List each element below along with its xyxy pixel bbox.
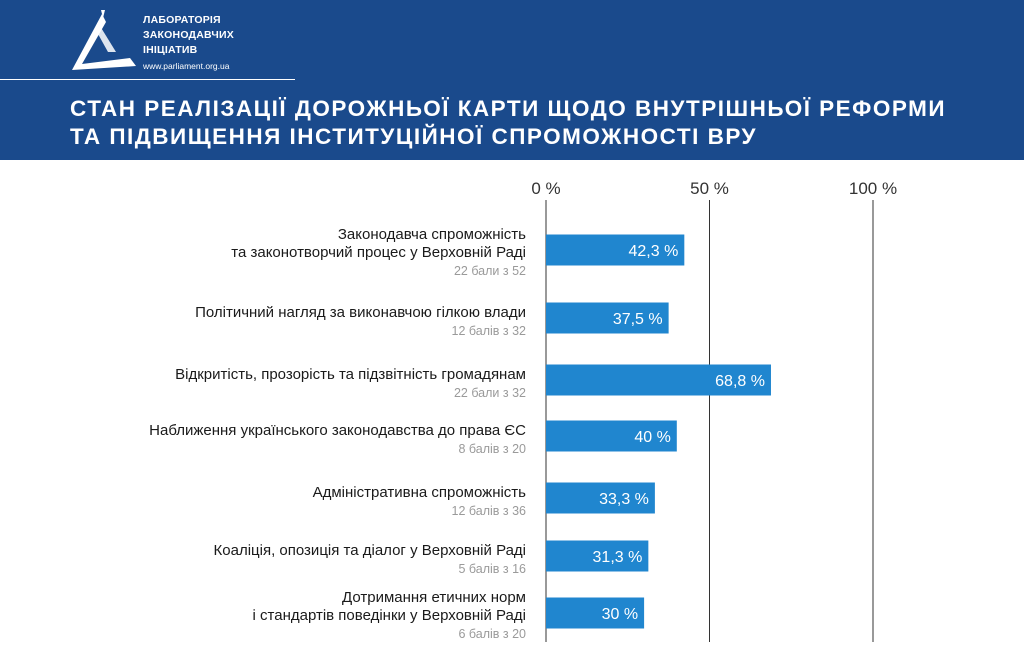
category-score: 8 балів з 20 bbox=[458, 442, 526, 456]
parliament-logo-icon bbox=[72, 10, 136, 70]
bar bbox=[546, 482, 655, 514]
bar-value-label: 33,3 % bbox=[599, 491, 649, 508]
category-label: Політичний нагляд за виконавчою гілкою в… bbox=[195, 304, 526, 321]
category-score: 5 балів з 16 bbox=[458, 562, 526, 576]
bar bbox=[546, 420, 677, 452]
category-label: та законотворчий процес у Верховній Раді bbox=[231, 244, 526, 261]
bar-value-label: 68,8 % bbox=[715, 373, 765, 390]
bar-value-label: 40 % bbox=[634, 429, 670, 446]
header-divider bbox=[0, 79, 295, 80]
category-label: Адміністративна спроможність bbox=[313, 484, 527, 501]
category-label: і стандартів поведінки у Верховній Раді bbox=[253, 607, 526, 624]
bar-value-label: 30 % bbox=[602, 606, 638, 623]
bar-chart: 0 % 50 % 100 % 42,3 % Законодавча спроможніс… bbox=[149, 179, 897, 642]
org-name-line: ІНІЦІАТИВ bbox=[143, 44, 198, 56]
bar bbox=[546, 540, 649, 572]
tick-label: 50 % bbox=[690, 179, 729, 198]
org-name-line: ЗАКОНОДАВЧИХ bbox=[143, 29, 234, 41]
bar-value-label: 37,5 % bbox=[613, 311, 663, 328]
category-label: Наближення українського законодавства до… bbox=[149, 422, 526, 439]
bar bbox=[546, 234, 685, 266]
category-label: Відкритість, прозорість та підзвітність … bbox=[175, 366, 526, 383]
category-score: 22 бали з 52 bbox=[454, 264, 526, 278]
bar-value-label: 42,3 % bbox=[629, 243, 679, 260]
org-name: ЛАБОРАТОРІЯ ЗАКОНОДАВЧИХ ІНІЦІАТИВ bbox=[143, 13, 234, 58]
bar-value-label: 31,3 % bbox=[593, 549, 643, 566]
category-score: 12 балів з 32 bbox=[452, 324, 527, 338]
bar bbox=[546, 364, 771, 396]
page-title: СТАН РЕАЛІЗАЦІЇ ДОРОЖНЬОЇ КАРТИ ЩОДО ВНУ… bbox=[70, 95, 1010, 151]
category-label: Дотримання етичних норм bbox=[342, 589, 526, 606]
tick-label: 100 % bbox=[849, 179, 897, 198]
category-score: 22 бали з 32 bbox=[454, 386, 526, 400]
title-line-2: ТА ПІДВИЩЕННЯ ІНСТИТУЦІЙНОЇ СПРОМОЖНОСТІ… bbox=[70, 124, 758, 149]
title-line-1: СТАН РЕАЛІЗАЦІЇ ДОРОЖНЬОЇ КАРТИ ЩОДО ВНУ… bbox=[70, 96, 947, 121]
org-name-line: ЛАБОРАТОРІЯ bbox=[143, 14, 221, 26]
category-label: Законодавча спроможність bbox=[338, 226, 526, 243]
bar bbox=[546, 597, 645, 629]
org-url[interactable]: www.parliament.org.ua bbox=[143, 61, 230, 71]
tick-label: 0 % bbox=[531, 179, 560, 198]
category-score: 12 балів з 36 bbox=[452, 504, 527, 518]
header-banner: ЛАБОРАТОРІЯ ЗАКОНОДАВЧИХ ІНІЦІАТИВ www.p… bbox=[0, 0, 1024, 160]
category-label: Коаліція, опозиція та діалог у Верховній… bbox=[214, 542, 526, 559]
bar bbox=[546, 302, 669, 334]
category-score: 6 балів з 20 bbox=[458, 627, 526, 641]
